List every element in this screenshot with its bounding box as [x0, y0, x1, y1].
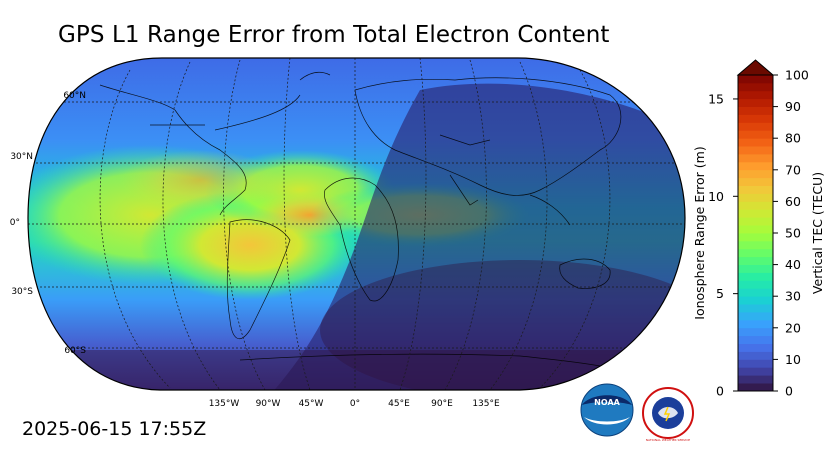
colorbar-band [738, 217, 773, 226]
colorbar-band [738, 383, 773, 392]
colorbar-right-ticks: 0 10 20 30 40 50 60 70 80 90 100 [773, 68, 809, 399]
longitude-labels: 135°W 90°W 45°W 0° 45°E 90°E 135°E [209, 399, 500, 409]
coastlines [99, 71, 622, 371]
tec-tick-label: 30 [785, 289, 801, 304]
colorbar-band [738, 264, 773, 273]
tec-tick-label: 60 [785, 194, 801, 209]
colorbar-band [738, 367, 773, 376]
range-error-tick-label: 5 [716, 286, 724, 301]
colorbar-band [738, 138, 773, 147]
colorbar-band [738, 335, 773, 344]
tec-tick-label: 70 [785, 162, 801, 177]
lon-label: 135°W [209, 399, 240, 409]
timestamp: 2025-06-15 17:55Z [22, 418, 207, 440]
tec-tick-label: 50 [785, 226, 801, 241]
colorbar-band [738, 90, 773, 100]
colorbar-band [738, 161, 773, 171]
colorbar-band [738, 82, 773, 92]
lat-label: 30°N [10, 152, 33, 162]
colorbar-band [738, 280, 773, 289]
colorbar-band [738, 130, 773, 139]
lon-label: 45°W [299, 399, 324, 409]
lat-label: 30°S [11, 287, 33, 297]
colorbar-band [738, 272, 773, 281]
colorbar-band [738, 351, 773, 360]
colorbar-left-ticks: 0 5 10 15 [708, 91, 738, 399]
lon-label: 45°E [388, 399, 410, 409]
colorbar-band [738, 122, 773, 131]
colorbar-band [738, 209, 773, 218]
colorbar-bands [738, 75, 773, 392]
page-title: GPS L1 Range Error from Total Electron C… [58, 22, 610, 48]
colorbar-band [738, 296, 773, 305]
noaa-text: NOAA [594, 398, 620, 407]
colorbar-band [738, 343, 773, 352]
latitude-labels: 60°N 30°N 0° 30°S 60°S [10, 91, 87, 356]
tec-tick-label: 0 [785, 384, 793, 399]
colorbar-band [738, 233, 773, 242]
lon-label: 90°E [431, 399, 453, 409]
graticule [28, 58, 685, 390]
colorbar-band [738, 375, 773, 384]
tec-axis-label: Vertical TEC (TECU) [810, 172, 825, 294]
lon-label: 135°E [472, 399, 500, 409]
colorbar-band [738, 240, 773, 250]
noaa-logo: NOAA [580, 383, 634, 437]
nws-text: NATIONAL WEATHER SERVICE [646, 438, 691, 442]
colorbar-band [738, 193, 773, 202]
range-error-axis-label: Ionosphere Range Error (m) [692, 146, 707, 319]
nws-logo: NATIONAL WEATHER SERVICE [642, 387, 694, 442]
range-error-tick-label: 10 [708, 189, 724, 204]
colorbar-band [738, 75, 773, 84]
colorbar-band [738, 177, 773, 186]
tec-field [28, 58, 685, 390]
lon-label: 0° [350, 399, 360, 409]
tec-tick-label: 20 [785, 320, 801, 335]
tec-tick-label: 100 [785, 68, 809, 83]
colorbar-band [738, 359, 773, 368]
colorbar-band [738, 106, 773, 115]
lon-label: 90°W [256, 399, 281, 409]
agency-logos: NOAA NATIONAL WEATHER SERVICE [580, 383, 694, 442]
colorbar-band [738, 288, 773, 297]
range-error-tick-label: 15 [708, 91, 724, 106]
tec-tick-label: 80 [785, 131, 801, 146]
colorbar-band [738, 146, 773, 155]
colorbar-band [738, 98, 773, 107]
tec-tick-label: 10 [785, 352, 801, 367]
colorbar-band [738, 154, 773, 163]
globe-outline [27, 57, 686, 391]
colorbar-band [738, 327, 773, 337]
colorbar-band [738, 256, 773, 265]
lat-label: 0° [10, 218, 20, 228]
range-error-tick-label: 0 [716, 384, 724, 399]
tec-tick-label: 40 [785, 257, 801, 272]
tec-tick-label: 90 [785, 99, 801, 114]
lat-label: 60°N [63, 91, 86, 101]
colorbar-band [738, 169, 773, 179]
colorbar-band [738, 225, 773, 234]
colorbar-band [738, 114, 773, 123]
colorbar-band [738, 319, 773, 329]
colorbar-band [738, 304, 773, 313]
colorbar-band [738, 185, 773, 194]
colorbar-band [738, 201, 773, 210]
colorbar-band [738, 312, 773, 321]
lat-label: 60°S [64, 346, 86, 356]
colorbar-band [738, 248, 773, 258]
colorbar-extend-arrow [736, 59, 775, 76]
